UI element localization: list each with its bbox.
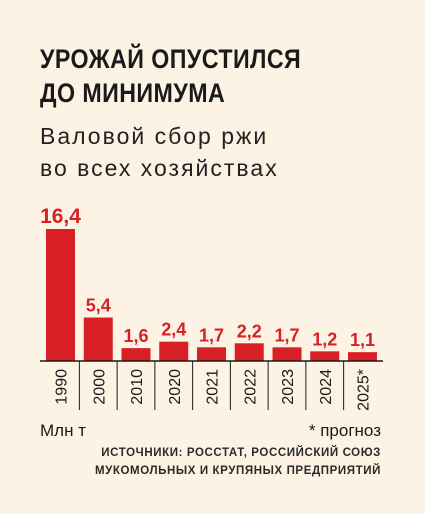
x-tick-2021: 2021 bbox=[205, 369, 222, 405]
bar-2000 bbox=[83, 317, 113, 361]
value-label-2010: 1,6 bbox=[123, 326, 148, 346]
value-label-2022: 2,2 bbox=[237, 321, 262, 341]
value-label-2020: 2,4 bbox=[161, 320, 186, 340]
bar-2024 bbox=[310, 351, 340, 361]
x-tick-2010: 2010 bbox=[129, 369, 146, 405]
value-label-2000: 5,4 bbox=[86, 296, 111, 316]
subtitle-line-2: во всех хозяйствах bbox=[40, 155, 279, 181]
sources-line-2: МУКОМОЛЬНЫХ И КРУПЯНЫХ ПРЕДПРИЯТИЙ bbox=[94, 465, 381, 477]
chart-subtitle: Валовой сбор ржи во всех хозяйствах bbox=[40, 120, 279, 184]
x-tick-2022: 2022 bbox=[242, 369, 259, 405]
x-tick-2020: 2020 bbox=[167, 369, 184, 405]
bar-2020 bbox=[159, 341, 189, 361]
value-label-2024: 1,2 bbox=[312, 329, 337, 349]
value-label-2023: 1,7 bbox=[274, 325, 299, 345]
bar-2021 bbox=[197, 347, 226, 361]
sources-line-1: ИСТОЧНИКИ: РОССТАТ, РОССИЙСКИЙ СОЮЗ bbox=[101, 447, 381, 459]
unit-label: Млн т bbox=[40, 421, 86, 440]
subtitle-line-1: Валовой сбор ржи bbox=[40, 123, 269, 149]
bar-1990 bbox=[46, 229, 75, 361]
bar-2025* bbox=[348, 352, 377, 361]
x-tick-2025*: 2025* bbox=[356, 369, 373, 411]
chart-title: УРОЖАЙ ОПУСТИЛСЯ ДО МИНИМУМА bbox=[40, 42, 358, 110]
title-line-2: ДО МИНИМУМА bbox=[40, 78, 226, 108]
sources-note: ИСТОЧНИКИ: РОССТАТ, РОССИЙСКИЙ СОЮЗ МУКО… bbox=[95, 444, 381, 480]
bar-2022 bbox=[234, 343, 264, 361]
value-label-1990: 16,4 bbox=[40, 205, 81, 228]
bar-2023 bbox=[272, 347, 302, 361]
title-line-1: УРОЖАЙ ОПУСТИЛСЯ bbox=[40, 44, 302, 74]
x-tick-2000: 2000 bbox=[91, 369, 108, 405]
x-tick-2024: 2024 bbox=[318, 369, 335, 405]
value-label-2025*: 1,1 bbox=[350, 330, 375, 350]
x-tick-2023: 2023 bbox=[280, 369, 297, 405]
bar-2010 bbox=[121, 348, 151, 361]
value-label-2021: 1,7 bbox=[199, 325, 224, 345]
forecast-footnote: * прогноз bbox=[308, 421, 381, 440]
x-tick-1990: 1990 bbox=[54, 369, 71, 405]
